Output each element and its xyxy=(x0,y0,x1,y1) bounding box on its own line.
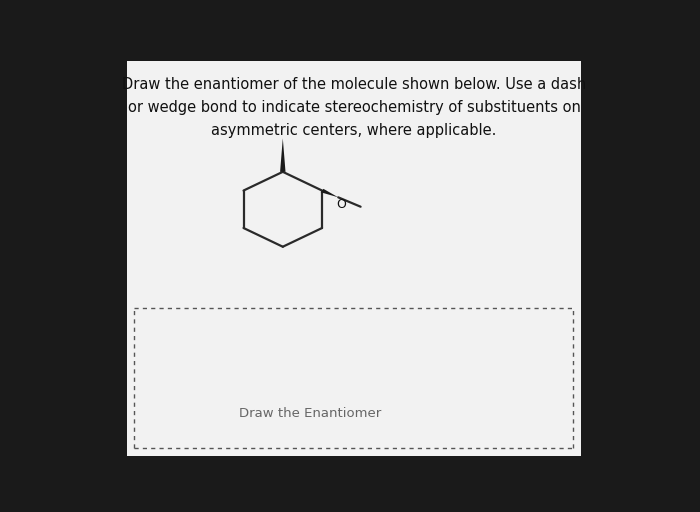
Text: O: O xyxy=(336,198,346,211)
Text: or wedge bond to indicate stereochemistry of substituents on: or wedge bond to indicate stereochemistr… xyxy=(127,100,580,115)
FancyBboxPatch shape xyxy=(127,61,581,456)
Text: Draw the Enantiomer: Draw the Enantiomer xyxy=(239,407,382,420)
Text: Draw the enantiomer of the molecule shown below. Use a dash: Draw the enantiomer of the molecule show… xyxy=(122,77,587,92)
Polygon shape xyxy=(280,138,286,172)
Text: asymmetric centers, where applicable.: asymmetric centers, where applicable. xyxy=(211,123,497,138)
Polygon shape xyxy=(321,189,338,197)
